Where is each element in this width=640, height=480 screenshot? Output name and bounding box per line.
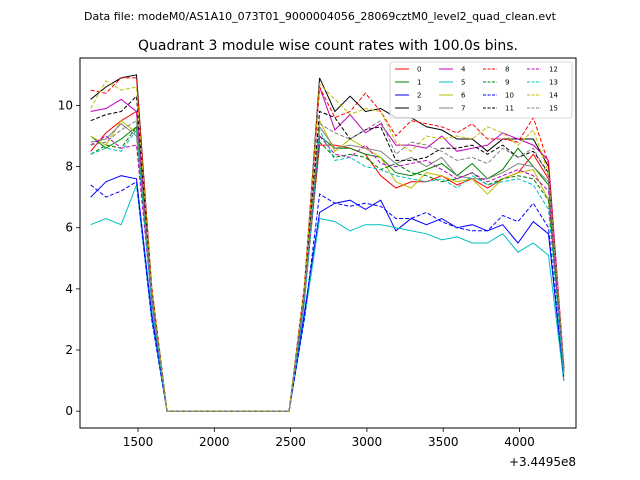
series-line-3 [90,74,565,412]
legend-label-10: 10 [505,92,514,100]
legend-label-13: 13 [549,79,558,87]
y-tick-label: 2 [65,343,73,357]
plot-frame [79,57,577,429]
x-tick-label: 3000 [352,435,383,449]
y-tick-label: 10 [58,98,73,112]
legend-label-8: 8 [505,66,509,74]
legend-label-2: 2 [417,92,421,100]
series-layer [90,74,565,412]
x-tick-label: 1500 [123,435,154,449]
chart-title: Quadrant 3 module wise count rates with … [138,38,518,54]
x-tick-label: 3500 [428,435,459,449]
y-tick-label: 0 [65,404,73,418]
y-tick-label: 4 [65,282,73,296]
y-tick-label: 8 [65,160,73,174]
legend-label-11: 11 [505,105,514,113]
legend-label-6: 6 [461,92,466,100]
legend-label-4: 4 [461,66,466,74]
series-line-8 [90,77,565,412]
legend-label-0: 0 [417,66,421,74]
legend-label-12: 12 [549,66,558,74]
legend-label-7: 7 [461,105,465,113]
legend-label-3: 3 [417,105,421,113]
y-tick-label: 6 [65,221,73,235]
series-line-10 [90,180,565,412]
legend-frame [389,61,573,119]
suptitle: Data file: modeM0/AS1A10_073T01_90000040… [84,10,557,23]
x-tick-label: 2000 [199,435,230,449]
legend-label-14: 14 [549,92,558,100]
x-offset-label: +3.4495e8 [509,455,576,469]
axes-layer: 1500 2000 2500 3000 3500 4000 0 2 4 6 8 10 [58,98,535,449]
legend-label-1: 1 [417,79,421,87]
legend-label-5: 5 [461,79,465,87]
legend-label-9: 9 [505,79,509,87]
x-tick-label: 2500 [275,435,306,449]
legend-label-15: 15 [549,105,558,113]
x-tick-label: 4000 [504,435,535,449]
series-line-14 [90,80,565,412]
series-line-15 [90,119,565,412]
